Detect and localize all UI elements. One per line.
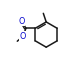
Text: O: O xyxy=(18,17,25,26)
Text: O: O xyxy=(20,32,26,41)
